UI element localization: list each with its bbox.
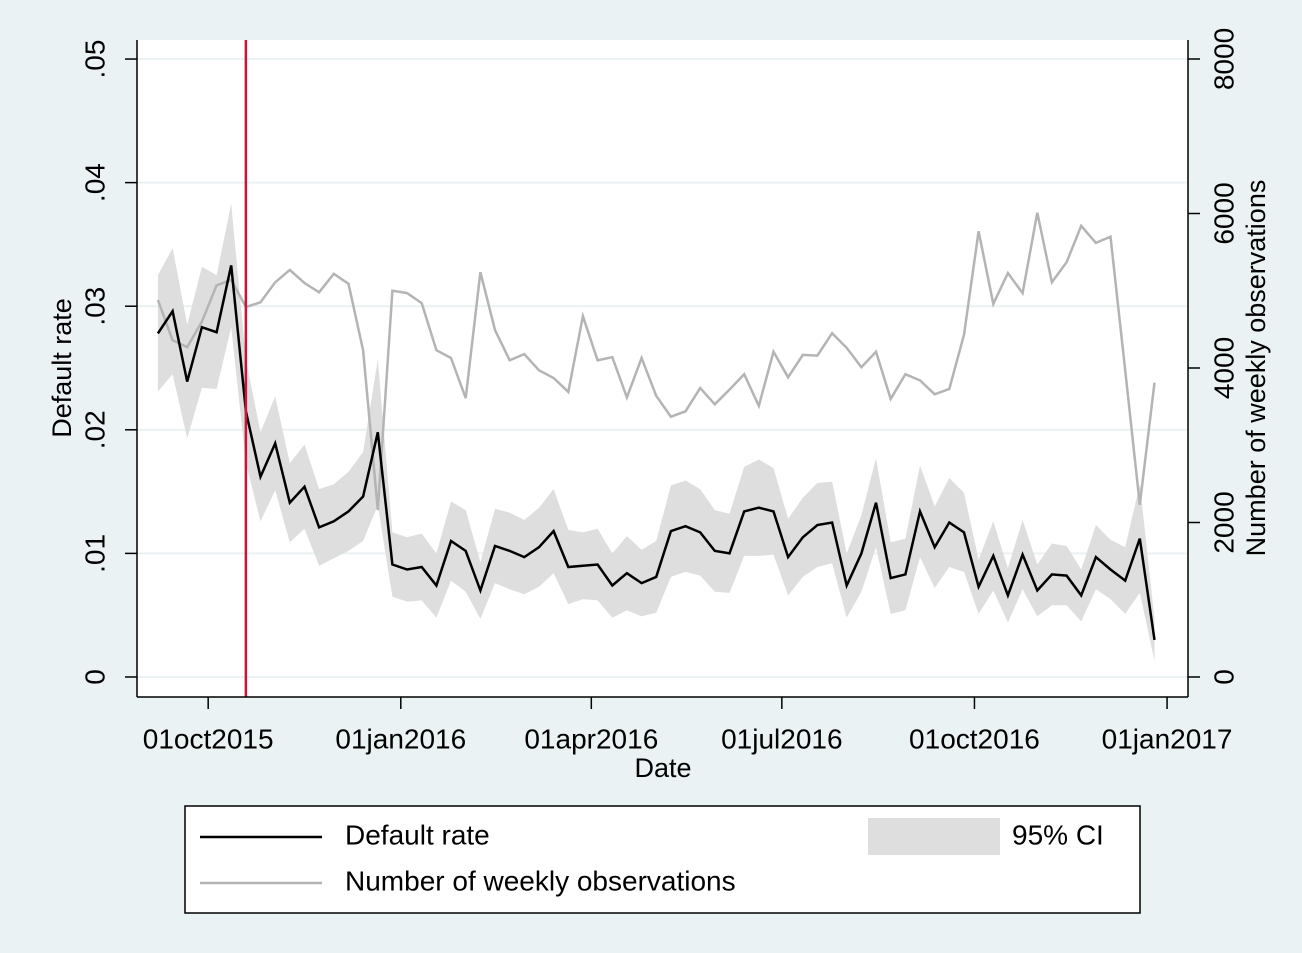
y2-tick-label: 4000 xyxy=(1208,337,1239,399)
y2-axis-title: Number of weekly observations xyxy=(1241,180,1271,557)
y2-tick-label: 0 xyxy=(1208,669,1239,685)
x-tick-label: 01oct2015 xyxy=(143,723,274,754)
x-tick-label: 01jan2016 xyxy=(335,723,466,754)
y-tick-label: 0 xyxy=(79,669,110,685)
y2-tick-label: 6000 xyxy=(1208,182,1239,244)
y-tick-label: .02 xyxy=(79,410,110,449)
y-tick-label: .04 xyxy=(79,163,110,202)
y2-tick-label: 8000 xyxy=(1208,28,1239,90)
ci-band xyxy=(157,203,1155,661)
x-tick-label: 01oct2016 xyxy=(909,723,1040,754)
x-tick-label: 01jan2017 xyxy=(1102,723,1233,754)
legend-label: 95% CI xyxy=(1012,819,1104,850)
data-line xyxy=(156,265,1156,641)
x-tick-label: 01apr2016 xyxy=(524,723,658,754)
y2-tick-label: 2000 xyxy=(1208,491,1239,553)
legend-label: Number of weekly observations xyxy=(345,865,736,896)
legend-swatch xyxy=(868,818,1000,855)
y-tick-label: .03 xyxy=(79,287,110,326)
x-axis-title: Date xyxy=(634,753,691,783)
y-tick-label: .05 xyxy=(79,40,110,79)
x-tick-label: 01jul2016 xyxy=(721,723,842,754)
legend-label: Default rate xyxy=(345,819,490,850)
y-axis-title: Default rate xyxy=(47,298,77,438)
data-line xyxy=(156,212,1156,511)
y-tick-label: .01 xyxy=(79,534,110,573)
